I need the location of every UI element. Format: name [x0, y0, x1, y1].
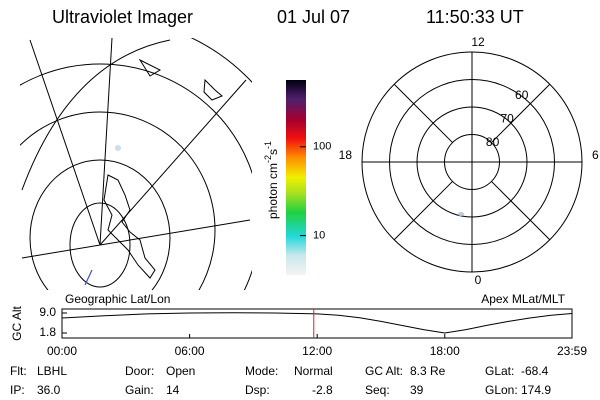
field-value: Normal [294, 364, 333, 378]
right-map-label: Apex MLat/MLT [481, 292, 565, 306]
mlt-label: 18 [339, 148, 353, 162]
field-value: LBHL [37, 364, 67, 378]
field-value: 39 [410, 383, 424, 397]
time: 11:50:33 UT [426, 7, 524, 27]
field-label: Gain: [125, 383, 154, 397]
mlt-diagonal [491, 181, 551, 241]
emission-spot [458, 212, 464, 216]
mlt-diagonal [491, 83, 551, 143]
x-tick-label: 12:00 [302, 344, 332, 358]
geographic-map [20, 38, 252, 290]
mlt-label: 0 [475, 273, 482, 287]
field-label: Dsp: [245, 383, 270, 397]
field-value: 36.0 [37, 383, 61, 397]
date: 01 Jul 07 [277, 7, 350, 27]
field-label: GLon: [485, 383, 518, 397]
x-tick-label: 18:00 [430, 344, 460, 358]
mlt-label: 12 [471, 35, 485, 49]
field-value: -2.8 [312, 383, 333, 397]
y-tick-label: 1.8 [39, 325, 56, 339]
field-value: -68.4 [521, 364, 549, 378]
y-axis-label: GC Alt [10, 306, 24, 341]
colorbar-label: photon cm-2s-1 [263, 141, 280, 219]
colorbar-tick-label: 100 [313, 141, 331, 153]
colorbar [286, 80, 306, 275]
altitude-plot: GC Alt 1.8 9.0 00:00 06:00 12:00 18:00 23:59 [10, 305, 587, 358]
field-label: Flt: [10, 364, 27, 378]
mlt-line [362, 52, 582, 272]
mlt-label: 6 [592, 148, 599, 162]
left-map-label: Geographic Lat/Lon [65, 292, 170, 306]
colorbar-tick-label: 10 [313, 230, 325, 242]
x-tick-label: 06:00 [175, 344, 205, 358]
mlat-label: 70 [500, 112, 514, 126]
x-tick-label: 23:59 [557, 344, 587, 358]
title: Ultraviolet Imager [52, 7, 193, 27]
mlat-label: 80 [486, 135, 500, 149]
y-tick-label: 9.0 [39, 305, 56, 319]
field-label: Door: [125, 364, 154, 378]
mlat-label: 60 [515, 88, 529, 102]
field-value: 174.9 [521, 383, 551, 397]
x-tick-label: 00:00 [47, 344, 77, 358]
field-value: Open [166, 364, 195, 378]
field-value: 14 [166, 383, 180, 397]
colorbar-ticks: 10 100 [300, 141, 331, 242]
field-label: GC Alt: [365, 364, 403, 378]
mlt-diagonal [393, 181, 453, 241]
footer: Flt: LBHL Door: Open Mode: Normal GC Alt: 8.3 R… [10, 364, 551, 397]
altitude-line [61, 312, 573, 334]
field-label: Seq: [365, 383, 390, 397]
mlt-diagonal [393, 83, 453, 143]
field-label: GLat: [485, 364, 514, 378]
field-value: 8.3 Re [410, 364, 446, 378]
field-label: IP: [10, 383, 25, 397]
field-label: Mode: [245, 364, 278, 378]
